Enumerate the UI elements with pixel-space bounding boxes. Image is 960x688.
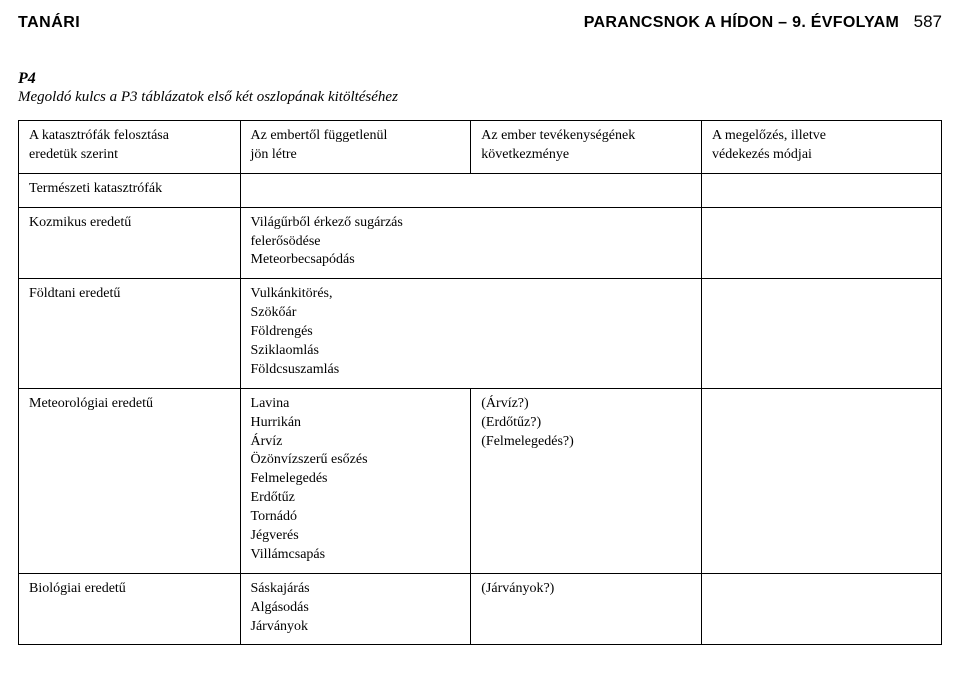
col-header-4-line1: A megelőzés, illetve — [712, 128, 826, 143]
cell-r2c4 — [702, 279, 942, 388]
col-header-1-line2: eredetük szerint — [29, 147, 118, 162]
section-row: Természeti katasztrófák — [19, 173, 942, 207]
cell-r4c2: SáskajárásAlgásodásJárványok — [240, 573, 471, 645]
cell-r1c4 — [702, 207, 942, 279]
cell-r2c3 — [471, 279, 702, 388]
header-row: A katasztrófák felosztása eredetük szeri… — [19, 121, 942, 174]
cell-r4c1: Biológiai eredetű — [19, 573, 241, 645]
col-header-3-line2: következménye — [481, 147, 569, 162]
cell-r3c3: (Árvíz?)(Erdőtűz?)(Felmelegedés?) — [471, 388, 702, 573]
col-header-4: A megelőzés, illetve védekezés módjai — [702, 121, 942, 174]
cell-r3c1: Meteorológiai eredetű — [19, 388, 241, 573]
header-left: TANÁRI — [18, 14, 80, 32]
header-right: PARANCSNOK A HÍDON – 9. ÉVFOLYAM — [584, 14, 899, 31]
section-empty-3 — [471, 173, 702, 207]
col-header-2-line1: Az embertől függetlenül — [251, 128, 388, 143]
col-header-1: A katasztrófák felosztása eredetük szeri… — [19, 121, 241, 174]
exercise-subtitle: Megoldó kulcs a P3 táblázatok első két o… — [18, 89, 942, 106]
cell-r2c1: Földtani eredetű — [19, 279, 241, 388]
col-header-3-line1: Az ember tevékenységének — [481, 128, 635, 143]
col-header-3: Az ember tevékenységének következménye — [471, 121, 702, 174]
col-header-4-line2: védekezés módjai — [712, 147, 812, 162]
cell-r1c1: Kozmikus eredetű — [19, 207, 241, 279]
cell-r3c4 — [702, 388, 942, 573]
table-row: Meteorológiai eredetű LavinaHurrikánÁrví… — [19, 388, 942, 573]
table-row: Kozmikus eredetű Világűrből érkező sugár… — [19, 207, 942, 279]
cell-r3c2: LavinaHurrikánÁrvízÖzönvízszerű esőzésFe… — [240, 388, 471, 573]
cell-r4c4 — [702, 573, 942, 645]
header-right-wrap: PARANCSNOK A HÍDON – 9. ÉVFOLYAM 587 — [584, 12, 942, 32]
content: P4 Megoldó kulcs a P3 táblázatok első ké… — [0, 38, 960, 645]
page-header: TANÁRI PARANCSNOK A HÍDON – 9. ÉVFOLYAM … — [0, 0, 960, 38]
solution-table: A katasztrófák felosztása eredetük szeri… — [18, 120, 942, 645]
cell-r1c3 — [471, 207, 702, 279]
cell-r1c2: Világűrből érkező sugárzás felerősödéseM… — [240, 207, 471, 279]
col-header-2: Az embertől függetlenül jön létre — [240, 121, 471, 174]
exercise-label: P4 — [18, 70, 942, 88]
section-empty-4 — [702, 173, 942, 207]
col-header-2-line2: jön létre — [251, 147, 297, 162]
cell-r2c2: Vulkánkitörés,SzökőárFöldrengésSziklaoml… — [240, 279, 471, 388]
table-row: Földtani eredetű Vulkánkitörés,SzökőárFö… — [19, 279, 942, 388]
cell-r4c3: (Járványok?) — [471, 573, 702, 645]
page-number: 587 — [914, 12, 942, 31]
section-empty-2 — [240, 173, 471, 207]
col-header-1-line1: A katasztrófák felosztása — [29, 128, 169, 143]
section-title: Természeti katasztrófák — [19, 173, 241, 207]
table-row: Biológiai eredetű SáskajárásAlgásodásJár… — [19, 573, 942, 645]
